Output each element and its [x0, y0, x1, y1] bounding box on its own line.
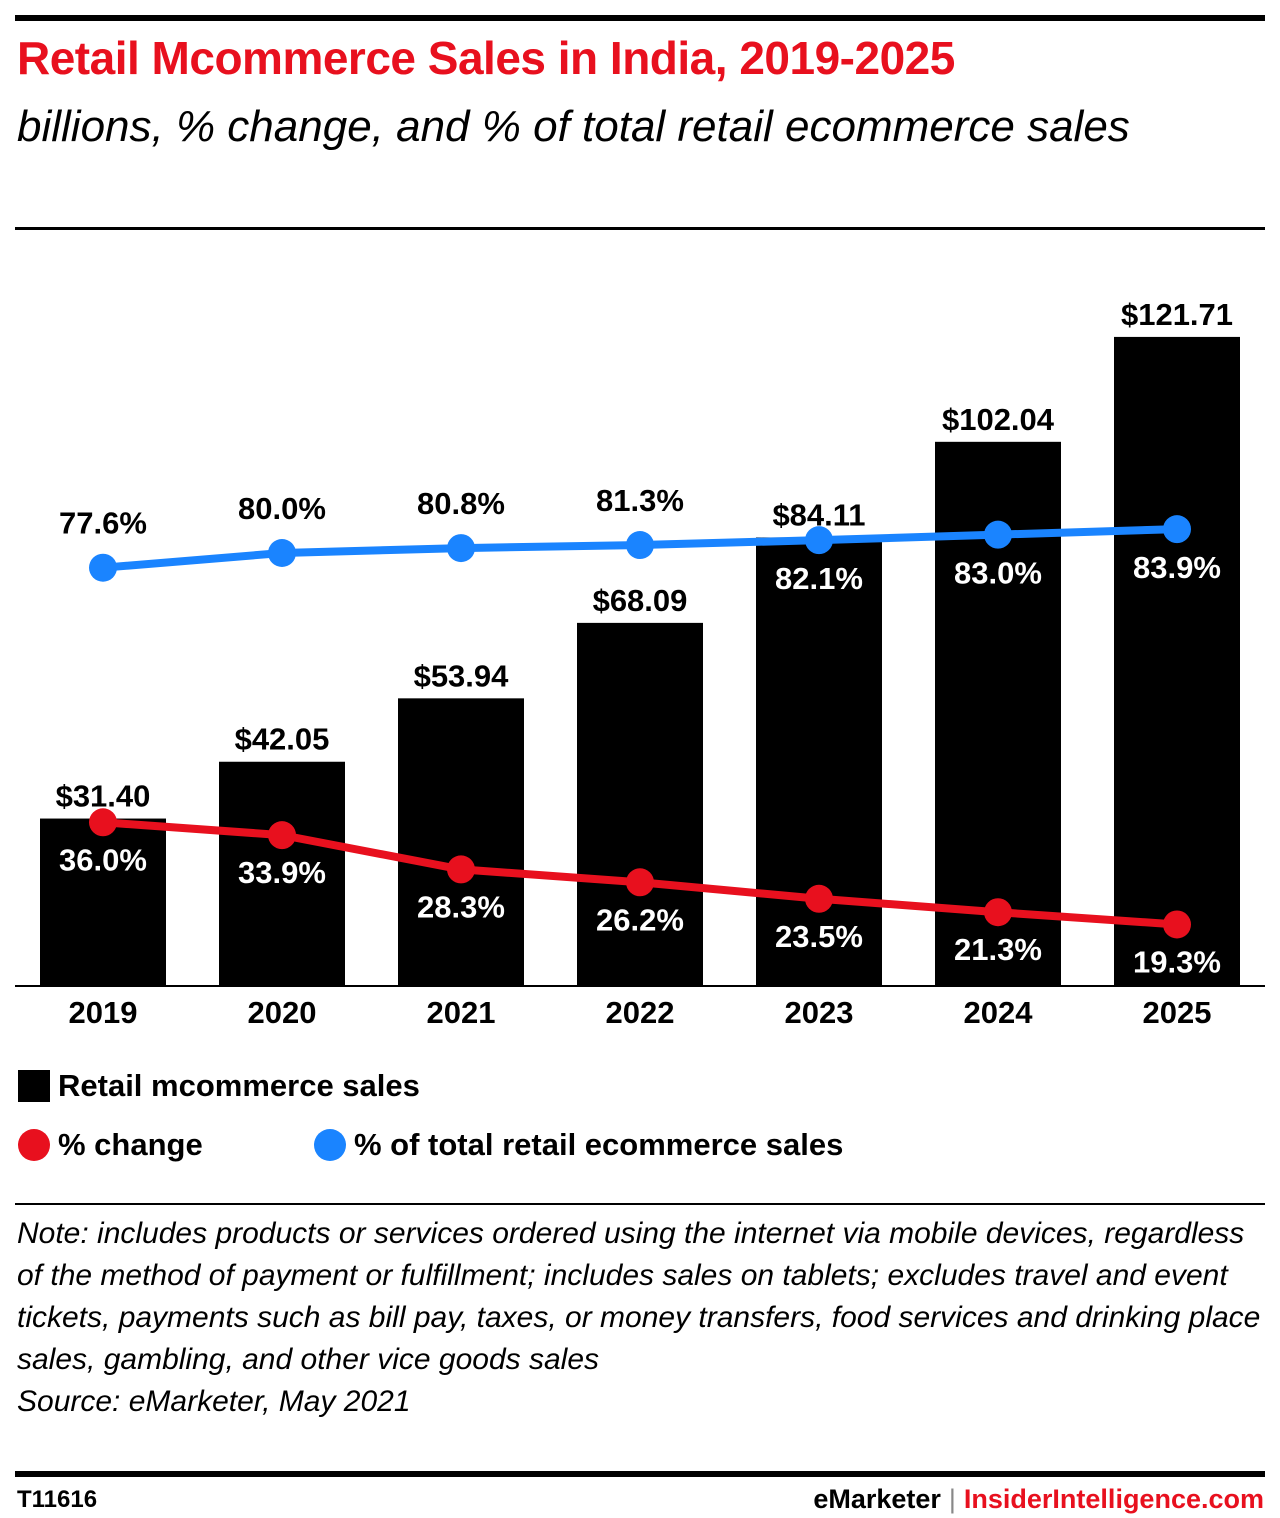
- pct-total-point: [626, 531, 654, 560]
- legend-item-change: % change: [18, 1127, 203, 1163]
- legend-item-total: % of total retail ecommerce sales: [314, 1127, 843, 1163]
- x-tick-label: 2024: [964, 995, 1034, 1030]
- x-tick-label: 2021: [427, 995, 496, 1030]
- brand-insider-intelligence[interactable]: InsiderIntelligence.com: [963, 1484, 1264, 1514]
- chart-id: T11616: [17, 1486, 98, 1513]
- pct-change-label: 19.3%: [1133, 944, 1221, 979]
- bottom-rule: [15, 1471, 1265, 1477]
- x-tick-label: 2019: [69, 995, 138, 1030]
- pct-change-point: [447, 855, 475, 884]
- x-tick-label: 2023: [785, 995, 854, 1030]
- bar-value-label: $31.40: [56, 779, 151, 814]
- pct-change-label: 21.3%: [954, 932, 1042, 967]
- bar-value-label: $121.71: [1121, 297, 1233, 332]
- header-rule: [15, 227, 1265, 230]
- pct-total-point: [1163, 515, 1191, 544]
- pct-total-point: [447, 534, 475, 563]
- legend-label: % of total retail ecommerce sales: [354, 1127, 844, 1162]
- top-rule: [15, 15, 1265, 21]
- legend-swatch-blue-dot: [314, 1129, 346, 1161]
- bar-2021: [398, 698, 524, 986]
- bar-2019: [40, 818, 166, 986]
- pct-total-label: 80.0%: [238, 491, 326, 526]
- chart-title: Retail Mcommerce Sales in India, 2019-20…: [17, 32, 955, 84]
- pct-change-label: 23.5%: [775, 919, 863, 954]
- note-text: Note: includes products or services orde…: [17, 1217, 1261, 1376]
- legend-swatch-bar: [18, 1070, 50, 1102]
- legend-label: % change: [58, 1127, 203, 1162]
- pct-total-label: 80.8%: [417, 486, 505, 521]
- brand-separator: |: [948, 1484, 956, 1514]
- pct-change-point: [984, 898, 1012, 927]
- pct-total-point: [984, 520, 1012, 549]
- chart-subtitle: billions, % change, and % of total retai…: [17, 102, 1130, 151]
- bar-2022: [577, 622, 703, 986]
- chart-plot: $31.40 2019 $42.05 2020 $53.94 2021 $68.09 2022…: [15, 297, 1265, 1030]
- pct-total-label: 83.0%: [954, 556, 1042, 591]
- source-text: Source: eMarketer, May 2021: [17, 1385, 411, 1418]
- legend-label: Retail mcommerce sales: [58, 1068, 420, 1103]
- footnote: Note: includes products or services orde…: [17, 1213, 1267, 1423]
- x-tick-label: 2020: [248, 995, 317, 1030]
- bar-value-label: $53.94: [414, 658, 510, 693]
- pct-change-label: 36.0%: [59, 842, 147, 877]
- pct-total-point: [89, 553, 117, 582]
- pct-change-point: [89, 808, 117, 837]
- pct-change-point: [268, 821, 296, 850]
- bar-2020: [219, 761, 345, 986]
- x-tick-label: 2025: [1143, 995, 1212, 1030]
- pct-change-point: [1163, 910, 1191, 939]
- pct-total-label: 83.9%: [1133, 550, 1221, 585]
- brand-emarketer: eMarketer: [813, 1484, 941, 1514]
- note-rule: [15, 1203, 1265, 1205]
- pct-total-label: 82.1%: [775, 561, 863, 596]
- bar-2025: [1114, 336, 1240, 987]
- bar-value-label: $68.09: [593, 583, 688, 618]
- pct-change-label: 28.3%: [417, 889, 505, 924]
- pct-change-point: [626, 868, 654, 897]
- bar-value-label: $42.05: [235, 722, 330, 757]
- legend-item-sales: Retail mcommerce sales: [18, 1068, 420, 1104]
- pct-change-point: [805, 884, 833, 913]
- brand-footer: eMarketer | InsiderIntelligence.com: [813, 1484, 1264, 1515]
- x-tick-label: 2022: [606, 995, 675, 1030]
- pct-total-point: [268, 539, 296, 567]
- legend-swatch-red-dot: [18, 1129, 50, 1161]
- pct-total-label: 81.3%: [596, 483, 684, 518]
- pct-total-point: [805, 526, 833, 555]
- bar-value-label: $102.04: [942, 402, 1055, 437]
- pct-change-label: 26.2%: [596, 902, 684, 937]
- pct-total-label: 77.6%: [59, 506, 147, 541]
- pct-change-label: 33.9%: [238, 855, 326, 890]
